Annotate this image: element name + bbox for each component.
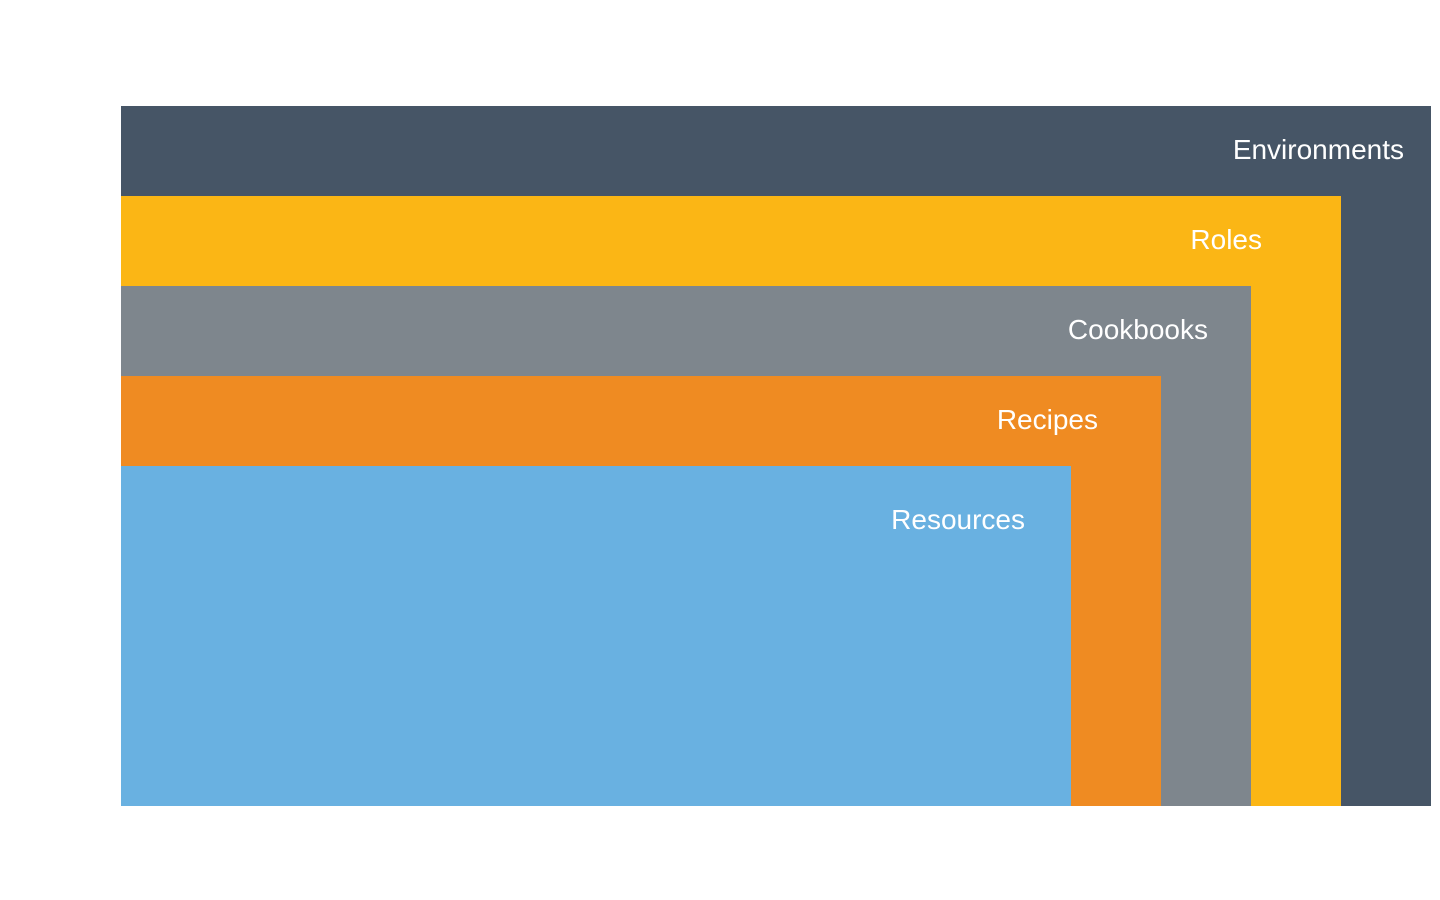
recipes-label: Recipes <box>996 404 1098 435</box>
resources-label: Resources <box>891 504 1025 535</box>
roles-label: Roles <box>1190 224 1262 255</box>
cookbooks-label: Cookbooks <box>1067 314 1208 345</box>
environments-label: Environments <box>1232 134 1404 165</box>
resources-layer: Resources <box>121 466 1071 806</box>
